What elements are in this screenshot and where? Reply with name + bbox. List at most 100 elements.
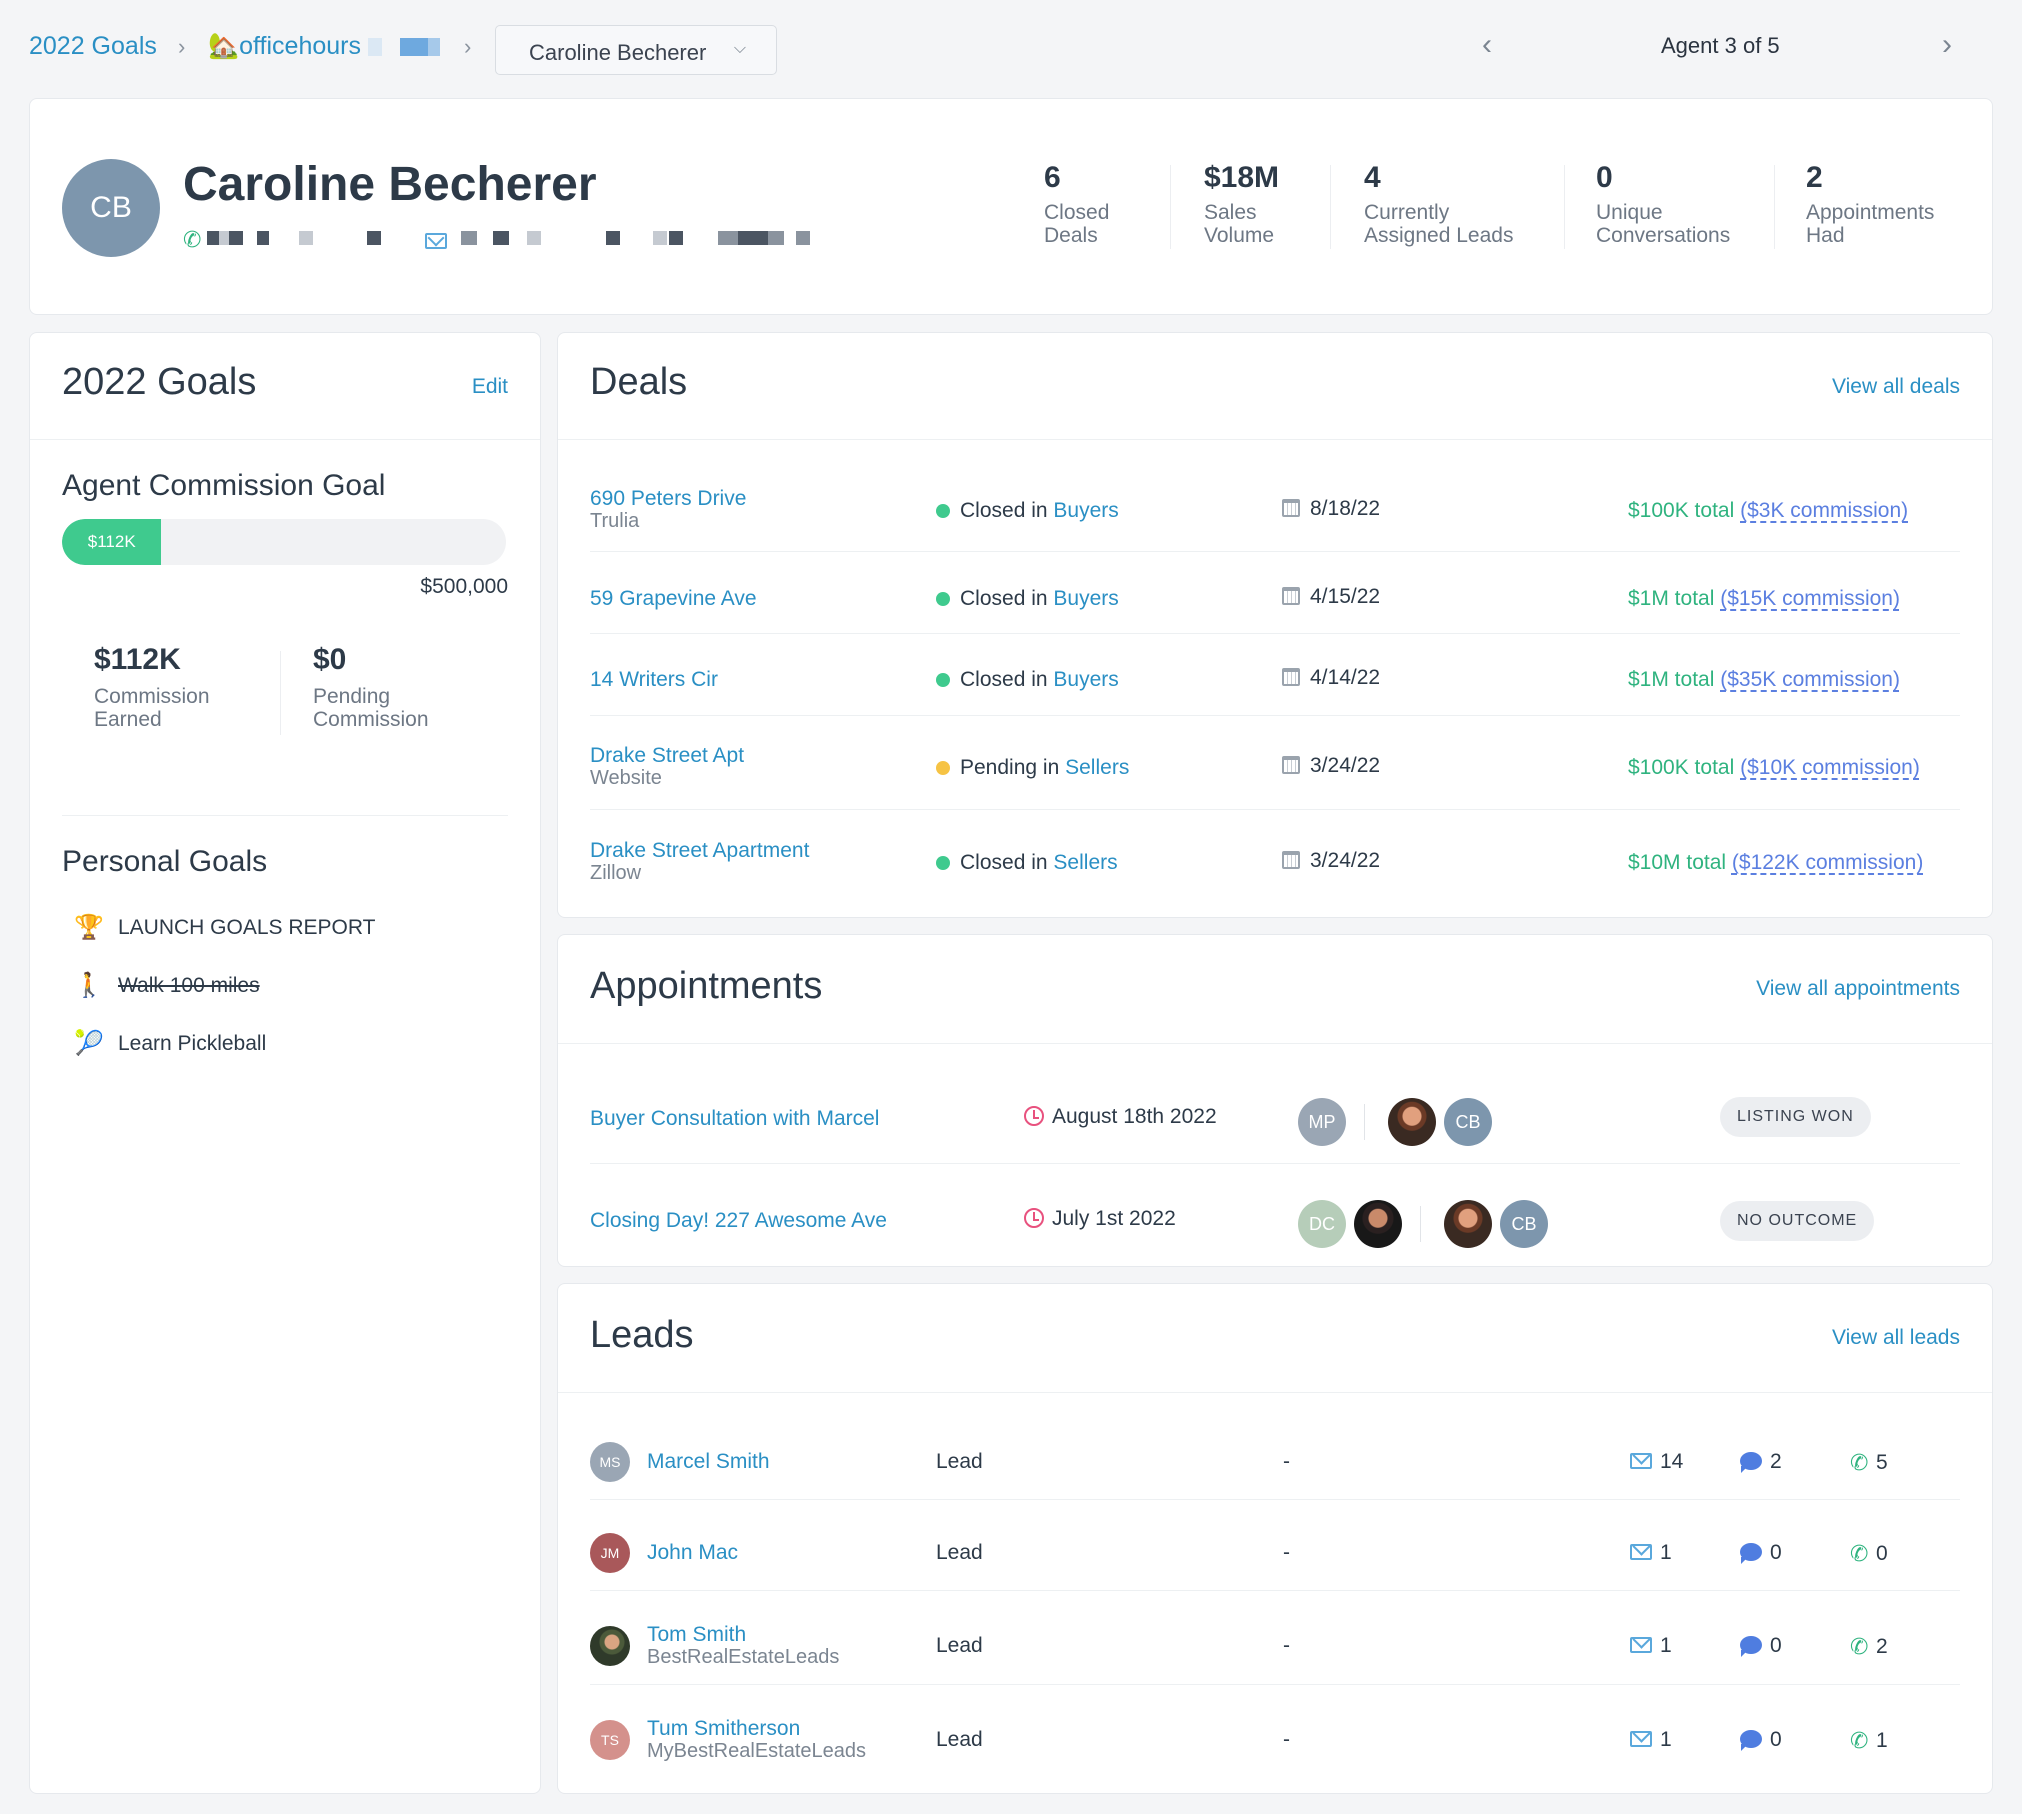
lead-type: Lead <box>936 1634 983 1657</box>
deal-name-link[interactable]: Drake Street Apt <box>590 744 745 767</box>
stat-divider <box>1170 165 1171 249</box>
deal-pipeline-link[interactable]: Sellers <box>1065 756 1130 779</box>
view-all-appointments-link[interactable]: View all appointments <box>1756 977 1960 1000</box>
stat-sales-volume: $18M Sales Volume <box>1204 161 1279 247</box>
deal-pipeline-link[interactable]: Buyers <box>1053 668 1119 691</box>
deal-amount: $1M total ($15K commission) <box>1628 587 1900 610</box>
appointment-name-link[interactable]: Closing Day! 227 Awesome Ave <box>590 1209 887 1232</box>
lead-name-link[interactable]: Marcel Smith <box>647 1450 770 1473</box>
lead-name-link[interactable]: Tom Smith <box>647 1623 747 1646</box>
lead-placeholder: - <box>1283 1634 1290 1657</box>
goals-card: 2022 Goals Edit Agent Commission Goal $1… <box>29 332 541 1794</box>
deals-card: Deals View all deals 690 Peters Drive Tr… <box>557 332 1993 918</box>
lead-source: BestRealEstateLeads <box>647 1646 840 1668</box>
deal-status: Pending in Sellers <box>936 756 1129 780</box>
trophy-icon: 🏆 <box>74 914 104 941</box>
deal-date: 3/24/22 <box>1282 849 1380 873</box>
deal-commission-link[interactable]: ($15K commission) <box>1720 587 1900 610</box>
redacted-block <box>399 38 428 57</box>
stat-closed-deals: 6 Closed Deals <box>1044 161 1109 247</box>
phone-icon: ✆ <box>183 227 202 252</box>
appointments-card: Appointments View all appointments Buyer… <box>557 934 1993 1267</box>
agent-name: Caroline Becherer <box>183 158 597 211</box>
mail-icon <box>1630 1637 1652 1653</box>
deal-commission-link[interactable]: ($122K commission) <box>1731 851 1924 874</box>
redacted-block <box>219 231 229 245</box>
deal-name-link[interactable]: Drake Street Apartment <box>590 839 810 862</box>
chat-icon <box>1740 1730 1762 1751</box>
deal-status: Closed in Buyers <box>936 668 1119 692</box>
deal-name-link[interactable]: 59 Grapevine Ave <box>590 587 757 610</box>
breadcrumb-separator-icon: › <box>464 34 472 59</box>
next-agent-button[interactable]: › <box>1942 28 1952 61</box>
lead-placeholder: - <box>1283 1450 1290 1473</box>
avatar: CB <box>62 159 160 257</box>
row-divider <box>590 1590 1960 1591</box>
top-bar: 2022 Goals › 🏡officehours › Caroline Bec… <box>0 0 2022 100</box>
lead-name-link[interactable]: John Mac <box>647 1541 739 1564</box>
redacted-block <box>207 231 219 245</box>
deal-source: Zillow <box>590 862 642 884</box>
row-divider <box>590 1163 1960 1164</box>
breadcrumb-team[interactable]: 🏡officehours <box>208 32 440 61</box>
appointment-name-link[interactable]: Buyer Consultation with Marcel <box>590 1107 880 1130</box>
deal-pipeline-link[interactable]: Buyers <box>1053 587 1119 610</box>
view-all-deals-link[interactable]: View all deals <box>1831 375 1960 398</box>
commission-goal-total: $500,000 <box>420 575 508 598</box>
redacted-block <box>299 231 313 245</box>
lead-placeholder: - <box>1283 1728 1290 1751</box>
deal-commission-link[interactable]: ($3K commission) <box>1740 499 1909 522</box>
pager-label: Agent 3 of 5 <box>1661 33 1780 58</box>
deal-pipeline-link[interactable]: Buyers <box>1053 499 1119 522</box>
deal-name-link[interactable]: 14 Writers Cir <box>590 668 718 691</box>
tennis-ball-icon: 🎾 <box>74 1030 104 1057</box>
previous-agent-button[interactable]: ‹ <box>1482 28 1492 61</box>
deal-commission-link[interactable]: ($35K commission) <box>1720 668 1900 691</box>
lead-email-count: 1 <box>1630 1541 1672 1565</box>
lead-placeholder: - <box>1283 1541 1290 1564</box>
chat-icon <box>1740 1543 1762 1564</box>
personal-goal-item: 🚶 Walk 100 miles <box>74 972 260 999</box>
commission-earned: $112K Commission Earned <box>94 643 210 731</box>
attendee-avatar: MP <box>1298 1098 1346 1146</box>
deal-amount: $100K total ($3K commission) <box>1628 499 1909 522</box>
deal-status: Closed in Buyers <box>936 499 1119 523</box>
appointment-date: July 1st 2022 <box>1024 1207 1176 1231</box>
stat-appointments-had: 2 Appointments Had <box>1806 161 1934 247</box>
pending-commission-label: Pending Commission <box>313 685 429 731</box>
stat-divider <box>280 651 281 735</box>
view-all-leads-link[interactable]: View all leads <box>1831 1326 1960 1349</box>
redacted-block <box>493 231 509 245</box>
lead-type: Lead <box>936 1541 983 1564</box>
calendar-icon <box>1282 756 1300 774</box>
redacted-block <box>367 231 381 245</box>
status-dot-icon <box>936 856 950 870</box>
deal-commission-link[interactable]: ($10K commission) <box>1740 756 1920 779</box>
lead-name-link[interactable]: Tum Smitherson <box>647 1717 801 1740</box>
row-divider <box>590 1499 1960 1500</box>
divider <box>558 1392 1992 1393</box>
walking-icon: 🚶 <box>74 972 104 999</box>
lead-type: Lead <box>936 1450 983 1473</box>
row-divider <box>590 1684 1960 1685</box>
clock-icon <box>1024 1208 1044 1228</box>
edit-goals-button[interactable]: Edit <box>471 375 508 398</box>
avatar-divider <box>1364 1104 1365 1140</box>
agent-select[interactable]: Caroline Becherer ⌵ <box>495 25 777 75</box>
deal-pipeline-link[interactable]: Sellers <box>1053 851 1118 874</box>
status-dot-icon <box>936 592 950 606</box>
chat-icon <box>1740 1636 1762 1657</box>
redacted-block <box>738 231 768 245</box>
deal-date: 3/24/22 <box>1282 754 1380 778</box>
breadcrumb-team-label: officehours <box>239 32 361 60</box>
lead-avatar: JM <box>590 1533 630 1573</box>
status-dot-icon <box>936 761 950 775</box>
breadcrumb-goals[interactable]: 2022 Goals <box>29 32 157 60</box>
stat-divider <box>1564 165 1565 249</box>
phone-icon: ✆ <box>1850 1634 1869 1659</box>
mail-icon <box>1630 1544 1652 1560</box>
deal-date: 4/15/22 <box>1282 585 1380 609</box>
attendee-avatar: DC <box>1298 1200 1346 1248</box>
deal-name-link[interactable]: 690 Peters Drive <box>590 487 747 510</box>
redacted-block <box>527 231 541 245</box>
